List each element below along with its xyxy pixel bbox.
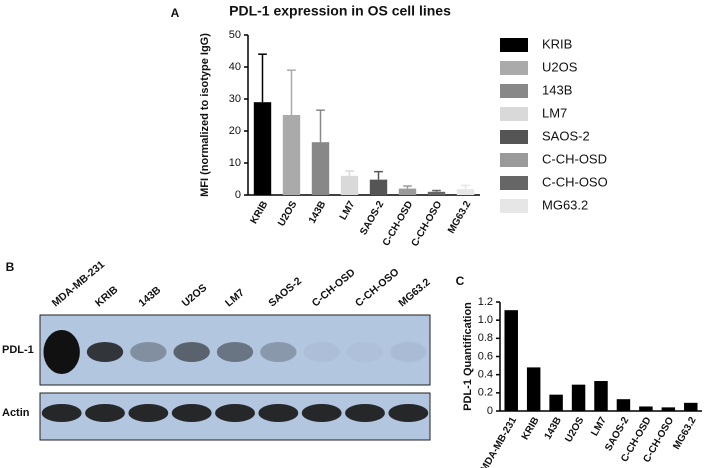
legend-label: MG63.2: [542, 197, 588, 212]
bar: [549, 394, 563, 411]
y-tick-label: 10: [229, 157, 241, 169]
y-axis-label: MFI (normalized to isotype IgG): [199, 33, 211, 197]
x-tick-label: C-CH-OSO: [410, 199, 445, 248]
bar: [253, 102, 272, 195]
x-tick-label: U2OS: [276, 199, 299, 228]
blot-band: [128, 404, 169, 422]
blot-band: [258, 404, 299, 422]
blot-band: [215, 404, 255, 422]
bar: [526, 367, 541, 411]
panel-label: B: [6, 260, 15, 274]
legend-swatch: [500, 130, 528, 144]
legend-swatch: [500, 176, 528, 190]
legend-label: C-CH-OSD: [542, 151, 607, 166]
y-tick-label: 50: [229, 29, 241, 41]
x-tick-label: LM7: [338, 199, 358, 222]
legend-label: KRIB: [542, 36, 572, 51]
lane-label: LM7: [223, 287, 247, 310]
bar: [616, 399, 631, 411]
blot-band: [171, 404, 212, 422]
y-tick-label: 0.4: [478, 369, 493, 381]
blot-band: [85, 404, 125, 422]
y-tick-label: 0: [235, 189, 241, 201]
x-tick-label: MG63.2: [446, 199, 474, 236]
blot-band: [43, 330, 80, 374]
x-tick-label: 143B: [307, 199, 328, 225]
y-tick-label: 20: [229, 125, 241, 137]
bar: [369, 179, 388, 195]
blot-band: [345, 404, 385, 422]
row-label: PDL-1: [2, 344, 34, 356]
y-tick-label: 0.8: [478, 332, 493, 344]
x-tick-label: LM7: [589, 415, 609, 438]
legend-label: LM7: [542, 105, 567, 120]
blot-band: [130, 342, 167, 362]
blot-band: [173, 342, 210, 362]
bar: [311, 142, 330, 195]
legend-swatch: [500, 153, 528, 167]
legend-swatch: [500, 107, 528, 121]
blot-band: [260, 342, 297, 362]
bar: [571, 384, 586, 411]
bar: [504, 310, 518, 411]
x-tick-label: U2OS: [563, 415, 586, 444]
lane-label: SAOS-2: [266, 275, 304, 309]
lane-label: KRIB: [93, 283, 121, 309]
legend-swatch: [500, 38, 528, 52]
bar: [456, 189, 475, 195]
lane-label: U2OS: [180, 282, 210, 310]
legend-swatch: [500, 61, 528, 75]
row-label: Actin: [2, 407, 30, 419]
legend-label: SAOS-2: [542, 128, 590, 143]
blot-band: [86, 342, 124, 362]
bar: [340, 175, 359, 195]
bar: [661, 407, 676, 411]
x-tick-label: 143B: [543, 415, 564, 441]
bar: [282, 115, 301, 195]
y-tick-label: 0.6: [478, 350, 493, 362]
y-axis-label: PDL-1 Quantification: [462, 302, 474, 411]
legend-swatch: [500, 84, 528, 98]
blot-band: [41, 404, 82, 422]
blot-band: [216, 342, 254, 362]
panel-label: A: [171, 6, 180, 20]
bar: [684, 402, 698, 411]
blot-band: [388, 404, 429, 422]
blot-band: [347, 342, 383, 362]
legend-swatch: [500, 199, 528, 213]
bar: [594, 381, 608, 411]
legend-label: U2OS: [542, 59, 578, 74]
bar: [427, 191, 446, 195]
y-tick-label: 1.0: [478, 314, 493, 326]
blot-band: [303, 342, 340, 362]
bar: [398, 188, 417, 195]
blot-band: [390, 342, 427, 362]
bar: [639, 406, 653, 411]
y-tick-label: 0: [487, 405, 493, 417]
panel-label: C: [456, 274, 465, 288]
blot-band: [301, 404, 342, 422]
legend-label: C-CH-OSO: [542, 174, 608, 189]
chart-title: PDL-1 expression in OS cell lines: [229, 3, 451, 19]
y-tick-label: 0.2: [478, 387, 493, 399]
lane-label: C-CH-OSO: [353, 266, 401, 309]
y-tick-label: 40: [229, 61, 241, 73]
x-tick-label: MDA-MB-231: [479, 415, 520, 468]
x-tick-label: KRIB: [249, 199, 271, 226]
x-tick-label: KRIB: [520, 415, 542, 442]
y-tick-label: 1.2: [478, 296, 493, 308]
y-tick-label: 30: [229, 93, 241, 105]
x-tick-label: SAOS-2: [358, 199, 386, 237]
legend-label: 143B: [542, 82, 572, 97]
lane-label: C-CH-OSD: [310, 266, 358, 309]
lane-label: MG63.2: [396, 276, 432, 309]
lane-label: 143B: [136, 284, 163, 310]
